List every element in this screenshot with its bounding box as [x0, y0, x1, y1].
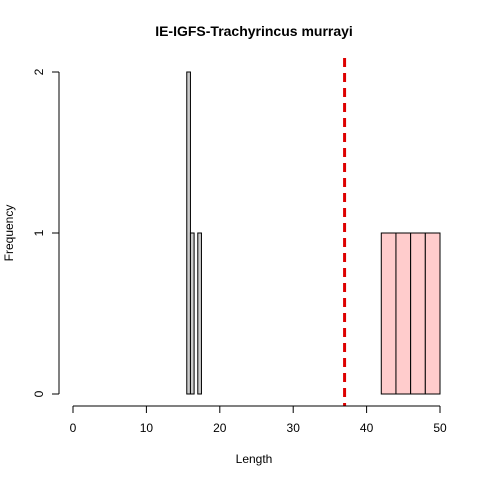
histogram-bar — [380, 232, 397, 395]
histogram-bar — [186, 71, 191, 395]
histogram-bar — [424, 232, 441, 395]
y-tick-label: 0 — [32, 390, 46, 397]
chart-title: IE-IGFS-Trachyrincus murrayi — [155, 23, 353, 39]
y-tick-label: 2 — [32, 68, 46, 75]
x-axis-label: Length — [236, 452, 273, 466]
x-tick-label: 0 — [70, 421, 77, 435]
y-tick-label: 1 — [32, 229, 46, 236]
x-tick-label: 30 — [287, 421, 301, 435]
histogram-bar — [395, 232, 412, 395]
y-axis: 0 1 2 — [32, 68, 60, 397]
histogram-bar — [197, 232, 202, 395]
x-tick-label: 20 — [213, 421, 227, 435]
x-axis: 0 10 20 30 40 50 — [70, 405, 447, 435]
x-tick-label: 10 — [140, 421, 154, 435]
x-tick-label: 40 — [360, 421, 374, 435]
histogram-bar — [189, 232, 195, 395]
histogram-bar — [410, 232, 426, 395]
y-axis-label: Frequency — [2, 205, 16, 262]
bars-group — [186, 71, 441, 395]
x-tick-label: 50 — [433, 421, 447, 435]
